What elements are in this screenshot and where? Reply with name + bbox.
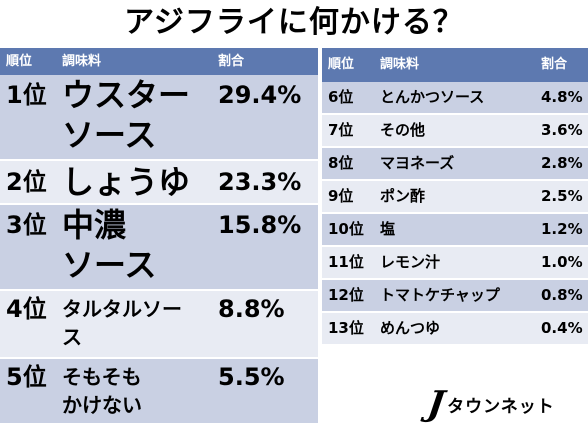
percentage-cell: 0.8% [541, 286, 583, 304]
seasoning-line: ソース [62, 116, 157, 154]
table-row: 8位 マヨネーズ 2.8% [322, 148, 588, 181]
seasoning-cell: ウスター ソース [62, 75, 212, 155]
seasoning-line: ウスター [62, 76, 191, 114]
percentage-cell: 8.8% [218, 295, 285, 323]
table-row: 7位 その他 3.6% [322, 115, 588, 148]
percentage-cell: 23.3% [218, 168, 302, 196]
page-title: アジフライに何かける？ [124, 5, 464, 40]
percentage-cell: 1.2% [541, 220, 583, 238]
percentage-cell: 29.4% [218, 81, 302, 109]
logo-mark: J [425, 384, 447, 424]
header-rank: 順位 [328, 57, 355, 72]
header-percentage: 割合 [218, 54, 245, 69]
seasoning-cell: めんつゆ [380, 319, 441, 337]
seasoning-cell: しょうゆ [62, 161, 212, 203]
rank-cell: 8位 [328, 154, 354, 172]
percentage-cell: 1.0% [541, 253, 583, 271]
percentage-cell: 5.5% [218, 363, 285, 391]
table-row: 13位 めんつゆ 0.4% [322, 313, 588, 346]
table-row: 9位 ポン酢 2.5% [322, 181, 588, 214]
percentage-cell: 2.5% [541, 187, 583, 205]
rank-cell: 11位 [328, 253, 364, 271]
table-row: 4位 タルタルソー ス 8.8% [0, 291, 318, 359]
percentage-cell: 15.8% [218, 211, 302, 239]
rank-cell: 9位 [328, 187, 354, 205]
seasoning-line: ス [62, 325, 82, 349]
rank-cell: 7位 [328, 121, 354, 139]
seasoning-cell: タルタルソー ス [62, 295, 212, 351]
header-percentage: 割合 [541, 57, 568, 72]
table-header: 順位 調味料 割合 [0, 48, 318, 75]
seasoning-cell: ポン酢 [380, 187, 426, 205]
header-seasoning: 調味料 [380, 57, 420, 72]
seasoning-cell: マヨネーズ [380, 154, 455, 172]
rank-cell: 12位 [328, 286, 364, 304]
table-row: 6位 とんかつソース 4.8% [322, 82, 588, 115]
percentage-cell: 2.8% [541, 154, 583, 172]
ranking-table-top: 順位 調味料 割合 1位 ウスター ソース 29.4% 2位 しょうゆ 23.3… [0, 48, 318, 425]
j-townnet-logo: J タウンネット [425, 384, 555, 424]
seasoning-line: 中濃 [62, 206, 127, 244]
seasoning-cell: 中濃 ソース [62, 205, 212, 285]
seasoning-line: タルタルソー [62, 297, 182, 321]
table-row: 3位 中濃 ソース 15.8% [0, 205, 318, 291]
rank-cell: 13位 [328, 319, 364, 337]
rank-cell: 6位 [328, 88, 354, 106]
seasoning-line: ソース [62, 246, 157, 284]
seasoning-line: しょうゆ [62, 163, 191, 201]
logo-text: タウンネット [447, 396, 555, 417]
rank-cell: 4位 [6, 295, 47, 323]
rank-cell: 1位 [6, 81, 47, 109]
table-row: 2位 しょうゆ 23.3% [0, 161, 318, 205]
ranking-table-rest: 順位 調味料 割合 6位 とんかつソース 4.8% 7位 その他 3.6% 8位… [322, 48, 588, 346]
percentage-cell: 3.6% [541, 121, 583, 139]
seasoning-cell: レモン汁 [380, 253, 441, 271]
rank-cell: 10位 [328, 220, 364, 238]
table-row: 10位 塩 1.2% [322, 214, 588, 247]
percentage-cell: 0.4% [541, 319, 583, 337]
seasoning-cell: トマトケチャップ [380, 286, 500, 304]
table-row: 5位 そもそも かけない 5.5% [0, 359, 318, 425]
seasoning-cell: そもそも かけない [62, 363, 212, 419]
table-row: 11位 レモン汁 1.0% [322, 247, 588, 280]
rank-cell: 5位 [6, 363, 47, 391]
table-row: 1位 ウスター ソース 29.4% [0, 75, 318, 161]
seasoning-line: そもそも [62, 365, 142, 389]
rank-cell: 2位 [6, 168, 47, 196]
seasoning-line: かけない [62, 393, 142, 417]
header-seasoning: 調味料 [62, 54, 102, 69]
seasoning-cell: とんかつソース [380, 88, 485, 106]
header-rank: 順位 [6, 54, 33, 69]
seasoning-cell: その他 [380, 121, 426, 139]
rank-cell: 3位 [6, 211, 47, 239]
table-row: 12位 トマトケチャップ 0.8% [322, 280, 588, 313]
table-header: 順位 調味料 割合 [322, 48, 588, 82]
seasoning-cell: 塩 [380, 220, 396, 238]
percentage-cell: 4.8% [541, 88, 583, 106]
